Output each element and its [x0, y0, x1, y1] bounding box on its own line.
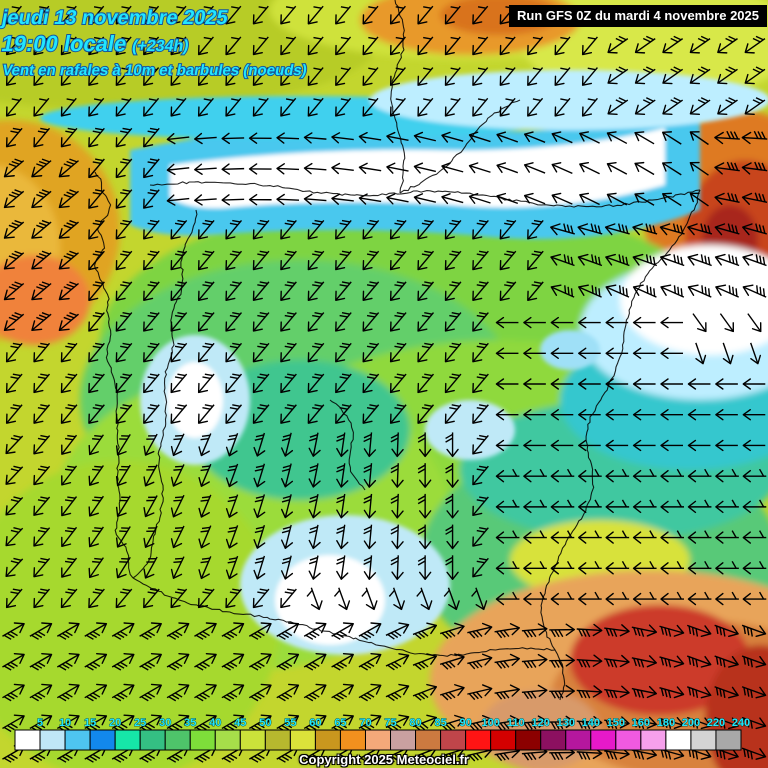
svg-text:55: 55 — [284, 717, 296, 729]
svg-text:110: 110 — [507, 717, 525, 729]
svg-text:160: 160 — [632, 717, 650, 729]
svg-text:240: 240 — [732, 717, 750, 729]
svg-text:85: 85 — [434, 717, 446, 729]
svg-text:45: 45 — [234, 717, 246, 729]
svg-text:150: 150 — [607, 717, 625, 729]
svg-text:75: 75 — [384, 717, 396, 729]
svg-text:200: 200 — [682, 717, 700, 729]
svg-text:140: 140 — [582, 717, 600, 729]
svg-text:180: 180 — [657, 717, 675, 729]
svg-text:100: 100 — [481, 717, 499, 729]
svg-text:5: 5 — [37, 717, 43, 729]
svg-text:60: 60 — [309, 717, 321, 729]
svg-text:220: 220 — [707, 717, 725, 729]
svg-text:50: 50 — [259, 717, 271, 729]
svg-text:130: 130 — [557, 717, 575, 729]
svg-text:35: 35 — [184, 717, 196, 729]
svg-text:120: 120 — [532, 717, 550, 729]
svg-text:15: 15 — [84, 717, 96, 729]
svg-text:10: 10 — [59, 717, 71, 729]
svg-text:25: 25 — [134, 717, 146, 729]
svg-text:90: 90 — [459, 717, 471, 729]
svg-text:70: 70 — [359, 717, 371, 729]
svg-text:80: 80 — [409, 717, 421, 729]
svg-text:20: 20 — [109, 717, 121, 729]
svg-text:40: 40 — [209, 717, 221, 729]
svg-text:30: 30 — [159, 717, 171, 729]
svg-text:65: 65 — [334, 717, 346, 729]
